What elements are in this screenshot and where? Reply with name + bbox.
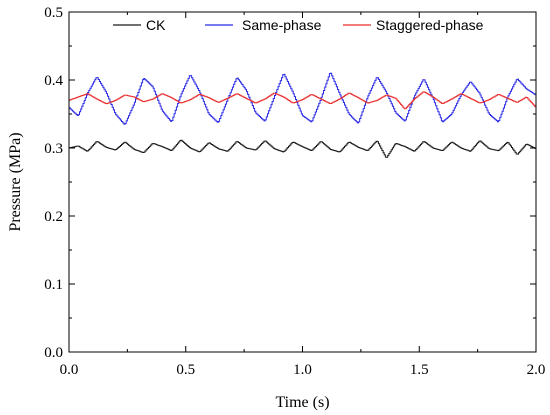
x-tick-label: 2.0 (527, 362, 546, 378)
x-tick-label: 0.0 (60, 362, 79, 378)
axis-ticks (68, 11, 537, 353)
legend-label: Staggered-phase (376, 17, 484, 33)
x-tick-label: 0.5 (176, 362, 195, 378)
legend: CK Same-phase Staggered-phase (113, 17, 484, 33)
y-tick-label: 0.3 (44, 141, 63, 157)
y-tick-label: 0.1 (44, 277, 63, 293)
x-axis-title: Time (s) (275, 394, 329, 411)
y-tick-label: 0.4 (44, 73, 63, 89)
series-line-same-phase (69, 72, 536, 125)
tick-labels: 0.0 0.5 1.0 1.5 2.0 0.0 0.1 0.2 0.3 0.4 0.5 (44, 5, 545, 378)
legend-label: Same-phase (242, 17, 322, 33)
y-tick-label: 0.0 (44, 345, 63, 361)
plot-lines (69, 72, 536, 158)
legend-label: CK (146, 17, 166, 33)
series-line-staggered-phase (69, 91, 536, 110)
series-line-ck (69, 139, 536, 158)
y-axis-title: Pressure (MPa) (7, 132, 24, 231)
y-tick-label: 0.2 (44, 209, 63, 225)
plot-frame (68, 11, 537, 353)
y-tick-label: 0.5 (44, 5, 63, 21)
x-tick-label: 1.0 (293, 362, 312, 378)
x-tick-label: 1.5 (410, 362, 429, 378)
